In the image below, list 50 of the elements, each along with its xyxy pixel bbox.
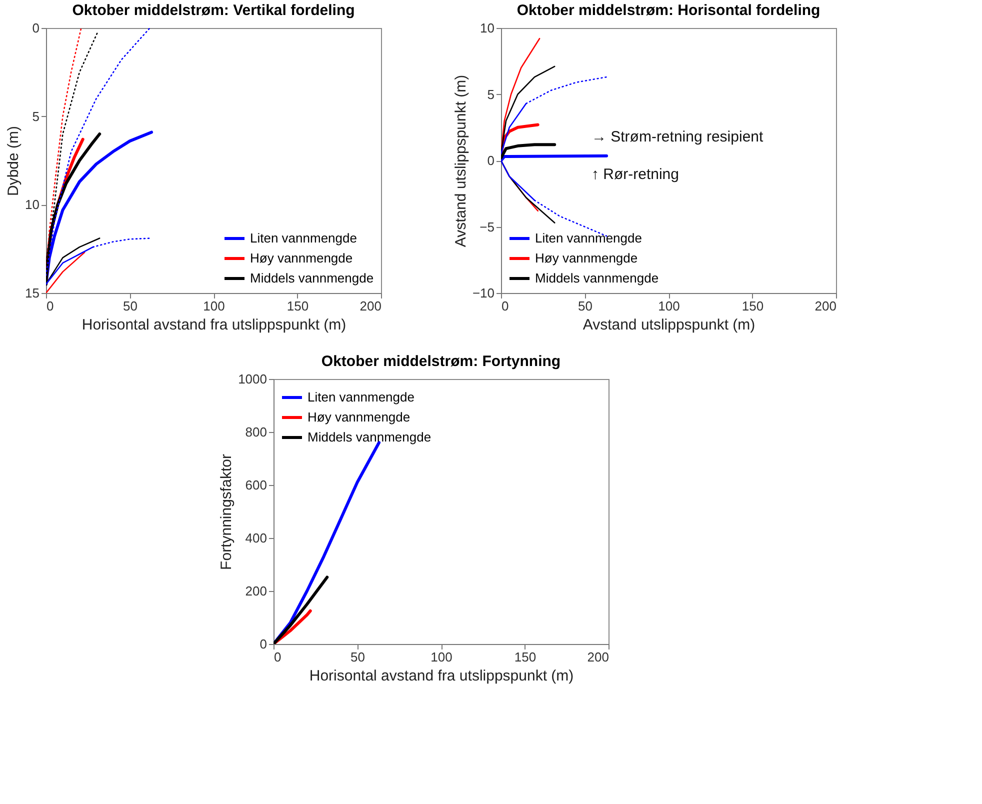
annotation: → Strøm-retning resipient <box>591 128 764 146</box>
x-tick-label: 100 <box>203 298 225 314</box>
legend-label: Liten vannmengde <box>308 390 414 404</box>
legend-label: Middels vannmengde <box>535 270 659 286</box>
x-tick-label: 0 <box>502 298 509 314</box>
y-tick-label: 0 <box>260 636 267 652</box>
x-axis-title: Horisontal avstand fra utslippspunkt (m) <box>82 316 346 334</box>
legend-label: Liten vannmengde <box>535 230 642 246</box>
legend-label: Høy vannmengde <box>250 250 353 266</box>
legend-label: Middels vannmengde <box>250 270 374 286</box>
y-tick-label: 10 <box>480 20 494 36</box>
x-tick-label: 100 <box>658 298 680 314</box>
x-tick-label: 150 <box>742 298 764 314</box>
y-axis-title: Avstand utslippspunkt (m) <box>452 74 470 248</box>
y-axis-title: Fortynningsfaktor <box>218 454 236 570</box>
y-axis-title: Dybde (m) <box>5 126 22 196</box>
y-tick-label: 200 <box>245 584 267 598</box>
x-tick-label: 200 <box>587 650 609 664</box>
chart-title: Oktober middelstrøm: Vertikal fordeling <box>72 2 355 19</box>
y-tick-label: −10 <box>472 286 494 300</box>
y-tick-label: 10 <box>25 197 40 212</box>
legend-label: Liten vannmengde <box>250 230 357 246</box>
y-tick-label: 0 <box>32 20 40 36</box>
chart-title: Oktober middelstrøm: Fortynning <box>321 353 561 370</box>
annotation: ↑ Rør-retning <box>591 166 679 183</box>
y-tick-label: 400 <box>245 530 267 546</box>
x-tick-label: 200 <box>814 298 836 314</box>
x-tick-label: 150 <box>514 650 536 664</box>
legend-label: Høy vannmengde <box>535 250 638 266</box>
y-tick-label: 800 <box>245 424 267 440</box>
x-axis-title: Horisontal avstand fra utslippspunkt (m) <box>309 668 574 684</box>
y-tick-label: 5 <box>487 86 494 102</box>
x-tick-label: 150 <box>286 298 309 314</box>
x-tick-label: 100 <box>430 650 452 664</box>
x-tick-label: 200 <box>360 298 382 314</box>
y-tick-label: 5 <box>32 108 40 124</box>
x-tick-label: 50 <box>350 650 365 664</box>
y-tick-label: 15 <box>25 286 40 300</box>
y-tick-label: −5 <box>480 219 494 234</box>
x-tick-label: 50 <box>123 298 138 314</box>
y-tick-label: 600 <box>245 478 267 492</box>
legend-label: Høy vannmengde <box>308 410 410 424</box>
x-tick-label: 50 <box>578 298 592 314</box>
legend-label: Middels vannmengde <box>308 430 432 444</box>
chart-title: Oktober middelstrøm: Horisontal fordeling <box>516 2 820 19</box>
x-tick-label: 0 <box>46 298 54 314</box>
x-axis-title: Avstand utslippspunkt (m) <box>582 316 756 334</box>
y-tick-label: 0 <box>487 153 494 168</box>
x-tick-label: 0 <box>274 650 282 664</box>
y-tick-label: 1000 <box>238 372 267 386</box>
